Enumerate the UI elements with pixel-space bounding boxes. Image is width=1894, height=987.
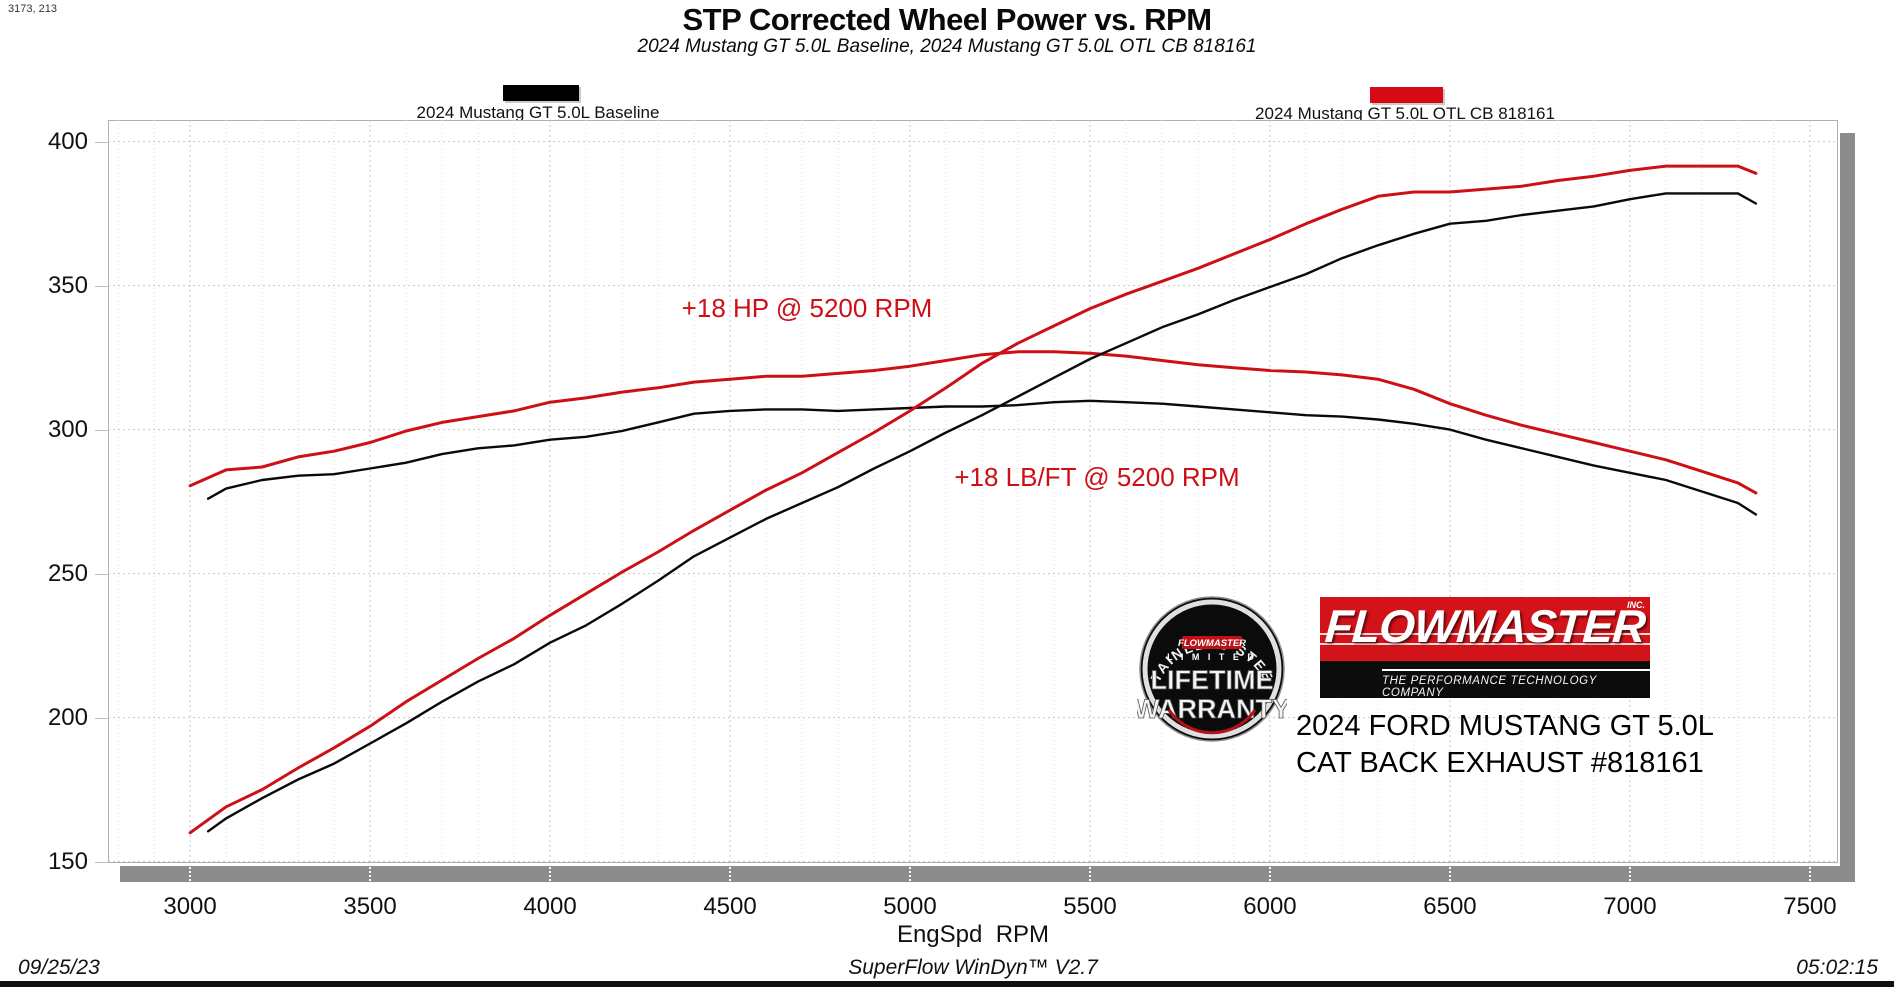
legend-label-baseline: 2024 Mustang GT 5.0L Baseline — [416, 103, 660, 122]
logo-tagline: THE PERFORMANCE TECHNOLOGY COMPANY — [1382, 669, 1650, 698]
x-tick-label: 3000 — [163, 893, 217, 920]
badge-silver-ring — [1142, 599, 1282, 739]
y-tick-label: 400 — [47, 127, 88, 155]
y-tick-mark — [95, 861, 108, 863]
warranty-badge: STAINLESS STEEL FLOWMASTER L I M I T E D… — [1137, 592, 1287, 742]
y-tick-mark — [95, 285, 108, 287]
y-tick-label: 350 — [47, 271, 88, 299]
x-tick-label: 7000 — [1603, 893, 1657, 920]
x-tick-mark — [1628, 867, 1631, 881]
cursor-position-readout: 3173, 213 — [8, 3, 57, 15]
logo-red-band — [1320, 597, 1650, 661]
x-tick-mark — [1808, 867, 1811, 881]
badge-brand-plate — [1182, 636, 1242, 649]
vehicle-title-line1: 2024 FORD MUSTANG GT 5.0L — [1296, 710, 1714, 742]
plot-area[interactable] — [108, 120, 1838, 863]
annotation-hp-gain: +18 HP @ 5200 RPM — [681, 293, 933, 323]
badge-lifetime-text: LIFETIME — [1151, 665, 1274, 695]
y-tick-mark — [95, 573, 108, 575]
y-tick-label: 300 — [47, 415, 88, 443]
chart-canvas[interactable] — [108, 120, 1838, 863]
curve-baseline-wheel-hp — [206, 192, 1758, 833]
bottom-border-bar — [0, 981, 1894, 987]
logo-brand-text: FLOWMASTER — [1323, 600, 1647, 652]
x-tick-label: 4500 — [703, 893, 757, 920]
x-tick-mark — [1448, 867, 1451, 881]
curve-otl-cb-818161-wheel-torque-lb-ft- — [188, 350, 1758, 495]
y-tick-label: 250 — [47, 559, 88, 587]
x-tick-mark — [1268, 867, 1271, 881]
chart-subtitle: 2024 Mustang GT 5.0L Baseline, 2024 Must… — [637, 36, 1257, 57]
logo-stripe — [1320, 633, 1650, 635]
x-tick-mark — [549, 867, 552, 881]
plot-shadow-right — [1840, 133, 1855, 882]
badge-limited-text: L I M I T E D — [1167, 652, 1257, 662]
x-tick-label: 7500 — [1783, 893, 1837, 920]
annotation-torque-gain: +18 LB/FT @ 5200 RPM — [954, 462, 1240, 492]
x-axis-title: EngSpd RPM — [896, 921, 1050, 948]
badge-warranty-text: WARRANTY — [1137, 694, 1287, 724]
x-tick-label: 6000 — [1243, 893, 1297, 920]
footer-time: 05:02:15 — [1796, 956, 1878, 979]
y-tick-label: 200 — [47, 703, 88, 731]
chart-title: STP Corrected Wheel Power vs. RPM — [682, 2, 1212, 37]
badge-brand-text: FLOWMASTER — [1178, 638, 1246, 649]
legend-swatch-baseline — [503, 85, 579, 101]
y-tick-mark — [95, 141, 108, 143]
x-tick-label: 5500 — [1063, 893, 1117, 920]
x-tick-label: 4000 — [523, 893, 577, 920]
curve-baseline-wheel-torque-lb-ft- — [206, 399, 1758, 516]
curve-otl-cb-818161-wheel-hp — [188, 164, 1758, 835]
x-tick-label: 6500 — [1423, 893, 1477, 920]
y-tick-label: 150 — [47, 847, 88, 875]
x-tick-mark — [1088, 867, 1091, 881]
logo-stripe — [1320, 643, 1650, 645]
x-tick-mark — [909, 867, 911, 881]
legend-label-otl: 2024 Mustang GT 5.0L OTL CB 818161 — [1255, 104, 1555, 123]
legend-swatch-otl — [1370, 87, 1443, 103]
x-tick-mark — [189, 867, 192, 881]
vehicle-title-line2: CAT BACK EXHAUST #818161 — [1296, 747, 1704, 779]
footer-date: 09/25/23 — [18, 956, 100, 979]
y-tick-mark — [95, 717, 108, 719]
logo-inc-text: INC. — [1627, 600, 1645, 610]
plot-shadow-bottom — [120, 866, 1853, 882]
y-tick-mark — [95, 429, 108, 431]
x-tick-label: 3500 — [343, 893, 397, 920]
flowmaster-logo: FLOWMASTER INC. THE PERFORMANCE TECHNOLO… — [1320, 597, 1650, 698]
footer-software-name: SuperFlow WinDyn™ V2.7 — [848, 956, 1098, 979]
x-tick-label: 5000 — [883, 893, 937, 920]
x-tick-mark — [369, 867, 372, 881]
x-tick-mark — [729, 867, 732, 881]
